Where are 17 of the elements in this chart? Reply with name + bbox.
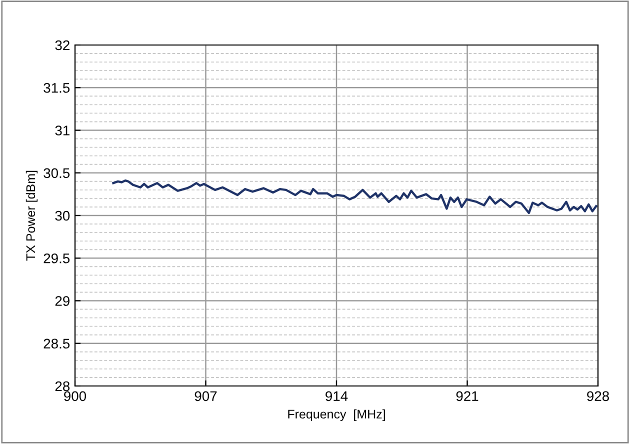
- x-tick-label: 921: [456, 391, 478, 402]
- y-tick-label: 29.5: [44, 253, 70, 264]
- x-tick-label: 900: [64, 391, 86, 402]
- y-axis-title: TX Power [dBm]: [26, 170, 38, 261]
- y-tick-label: 31.5: [44, 82, 70, 93]
- y-tick-label: 28: [55, 381, 70, 392]
- y-tick-label: 30: [55, 210, 70, 221]
- x-tick-label: 928: [587, 391, 609, 402]
- y-tick-label: 28.5: [44, 338, 70, 349]
- line-series: [112, 179, 598, 214]
- x-tick-label: 914: [326, 391, 348, 402]
- x-axis-title: Frequency [MHz]: [288, 409, 385, 422]
- y-tick-label: 32: [55, 40, 70, 50]
- x-tick-label: 907: [194, 391, 217, 402]
- y-tick-label: 30.5: [44, 168, 70, 178]
- y-tick-label: 29: [55, 296, 70, 306]
- y-tick-label: 31: [55, 126, 70, 136]
